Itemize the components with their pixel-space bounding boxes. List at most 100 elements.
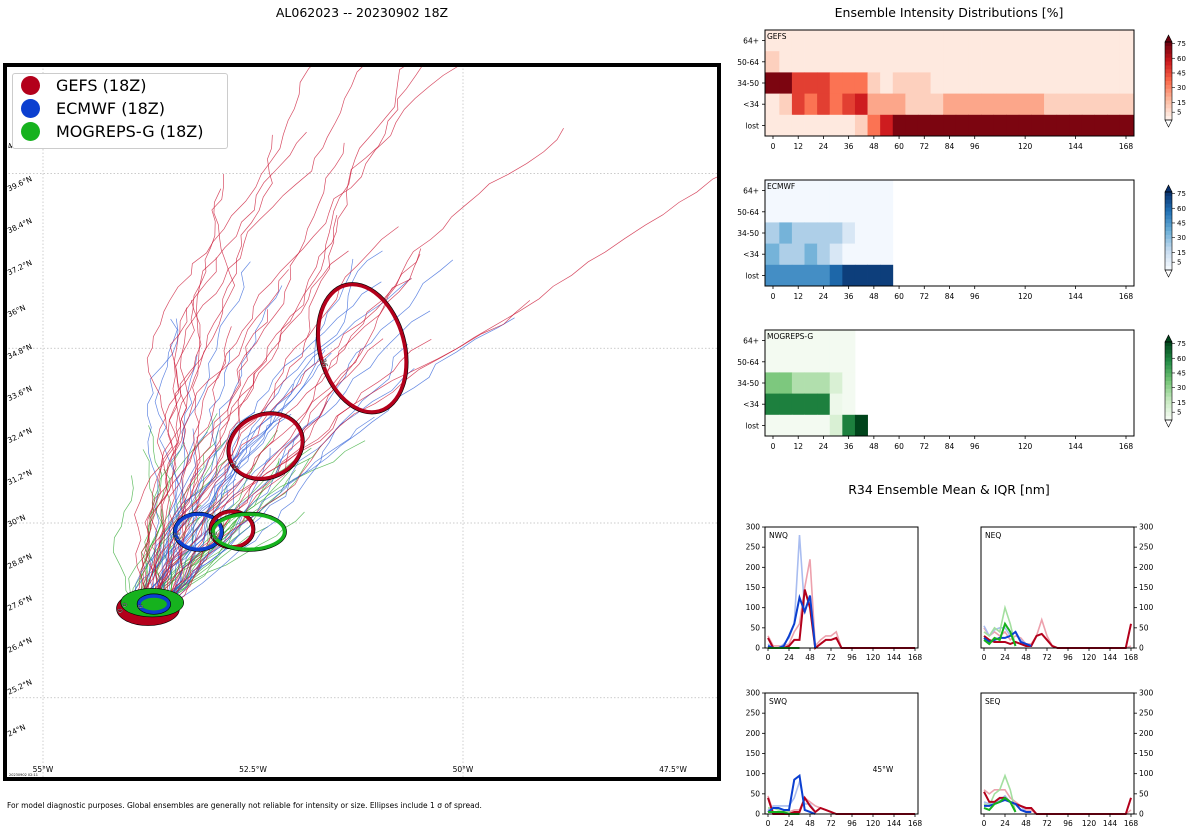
heatmap-cell bbox=[791, 30, 805, 52]
heatmap-cell bbox=[817, 414, 831, 437]
heatmap-cell bbox=[867, 114, 881, 137]
colorbar-cell bbox=[1165, 412, 1172, 417]
lat-tick-label: 37.2°N bbox=[6, 258, 33, 277]
colorbar-cell bbox=[1165, 246, 1172, 251]
r34-x-label: 144 bbox=[887, 819, 902, 828]
r34-y-label: 50 bbox=[1139, 623, 1149, 632]
heatmap-cell bbox=[829, 372, 843, 394]
heatmap-cell bbox=[779, 351, 793, 373]
lat-tick-label: 25.2°N bbox=[6, 677, 33, 696]
colorbar-cell bbox=[1165, 266, 1172, 271]
lat-tick-label: 26.4°N bbox=[6, 635, 33, 654]
ellipse-ring bbox=[227, 411, 305, 481]
heatmap-cell bbox=[981, 93, 995, 116]
colorbar-cell bbox=[1165, 65, 1172, 70]
colorbar-label: 30 bbox=[1177, 234, 1186, 242]
heatmap-cell bbox=[779, 243, 793, 266]
heatmap-cell bbox=[1119, 30, 1135, 52]
colorbar-cell bbox=[1165, 416, 1172, 421]
heatmap-cell bbox=[930, 114, 944, 137]
colorbar-cell bbox=[1165, 231, 1172, 236]
heatmap-cell bbox=[981, 30, 995, 52]
r34-y-label: 0 bbox=[755, 644, 760, 653]
gefs-track-line bbox=[162, 65, 461, 605]
heatmap-cell bbox=[1069, 30, 1083, 52]
colorbar-bottom-arrow bbox=[1164, 269, 1173, 278]
heatmap-cell bbox=[804, 264, 818, 287]
colorbar-cell bbox=[1165, 81, 1172, 86]
heatmap-x-label: 96 bbox=[970, 142, 980, 151]
colorbar-cell bbox=[1165, 203, 1172, 209]
heatmap-cell bbox=[1107, 114, 1121, 137]
heatmap-panels: GEFS 64+ 50-64 34-50 <34 lost 0 12 24 36 48 60 72 84 9… bbox=[737, 29, 1186, 451]
ecmwf-mean-line bbox=[767, 773, 816, 815]
colorbar-cell bbox=[1165, 384, 1172, 390]
heatmap-x-label: 12 bbox=[793, 442, 803, 451]
gefs-mean-line bbox=[983, 623, 1132, 649]
r34-x-label: 168 bbox=[908, 653, 923, 662]
heatmap-x-label: 84 bbox=[945, 292, 955, 301]
gefs-track-line bbox=[141, 250, 349, 601]
heatmap-cell bbox=[1107, 51, 1121, 73]
ellipse-ring bbox=[211, 512, 287, 552]
heatmap-cell bbox=[842, 264, 856, 287]
r34-y-label: 300 bbox=[1139, 689, 1154, 698]
footnote: For model diagnostic purposes. Global en… bbox=[7, 801, 482, 810]
heatmap-x-label: 84 bbox=[945, 442, 955, 451]
colorbar-cell bbox=[1165, 199, 1172, 205]
heatmap-cell bbox=[804, 372, 818, 394]
r34-x-label: 144 bbox=[1103, 653, 1118, 662]
heatmap-cell bbox=[842, 372, 856, 394]
heatmap-cell bbox=[829, 222, 843, 244]
heatmap-cell bbox=[968, 51, 982, 73]
r34-y-label: 100 bbox=[746, 603, 761, 612]
r34-panel-label: SEQ bbox=[985, 697, 1000, 706]
heatmap-cell bbox=[817, 201, 831, 223]
heatmap-cell bbox=[804, 93, 818, 116]
heatmap-x-label: 84 bbox=[945, 142, 955, 151]
colorbar-cell bbox=[1165, 242, 1172, 248]
heatmap-cell bbox=[905, 93, 919, 116]
heatmap-cell bbox=[804, 51, 818, 73]
gefs-track-line bbox=[157, 173, 225, 603]
heatmap-cell bbox=[817, 51, 831, 73]
heatmap-cell bbox=[867, 30, 881, 52]
heatmap-cell bbox=[1081, 30, 1095, 52]
r34-y-label: 250 bbox=[746, 709, 761, 718]
lat-tick-label: 32.4°N bbox=[6, 426, 33, 445]
lon-tick-label: 50°W bbox=[453, 765, 474, 774]
colorbar-cell bbox=[1165, 192, 1172, 197]
r34-y-label: 300 bbox=[746, 689, 761, 698]
gefs-track-line bbox=[143, 248, 422, 606]
heatmap-cell bbox=[968, 72, 982, 94]
heatmap-cell bbox=[1094, 30, 1108, 52]
heatmap-cell bbox=[880, 72, 894, 94]
heatmap-cell bbox=[993, 51, 1007, 73]
heatmap-cell bbox=[765, 51, 780, 73]
r34-x-label: 48 bbox=[1021, 819, 1031, 828]
heatmap-cell bbox=[854, 414, 868, 437]
heatmap-cell bbox=[1006, 93, 1020, 116]
r34-panel-nwq: NWQ 0 50 100 150 200 250 300 0 24 48 72 96 120 144 168 bbox=[746, 523, 923, 663]
heatmap-cell bbox=[804, 114, 818, 137]
mogreps-track-line bbox=[171, 440, 366, 599]
mogreps-mean-line bbox=[983, 621, 1017, 647]
heatmap-cell bbox=[842, 243, 856, 266]
heatmap-cell bbox=[905, 114, 919, 137]
heatmap-x-label: 24 bbox=[819, 442, 829, 451]
ecmwf-track-line bbox=[151, 415, 287, 599]
heatmap-cell bbox=[943, 51, 957, 73]
heatmap-cell bbox=[804, 201, 818, 223]
gefs-track-line bbox=[172, 347, 362, 598]
ecmwf-ellipse-0h: 0 bbox=[136, 593, 171, 615]
heatmap-cell bbox=[1069, 114, 1083, 137]
r34-x-label: 24 bbox=[784, 653, 794, 662]
heatmap-cell bbox=[804, 243, 818, 266]
colorbar-cell bbox=[1165, 223, 1172, 228]
ecmwf-track-line bbox=[149, 431, 208, 604]
heatmap-cell bbox=[779, 114, 793, 137]
heatmap-x-label: 24 bbox=[819, 142, 829, 151]
heatmap-row-label: 64+ bbox=[743, 37, 759, 46]
heatmap-cell bbox=[867, 93, 881, 116]
colorbar-cell bbox=[1165, 353, 1172, 359]
